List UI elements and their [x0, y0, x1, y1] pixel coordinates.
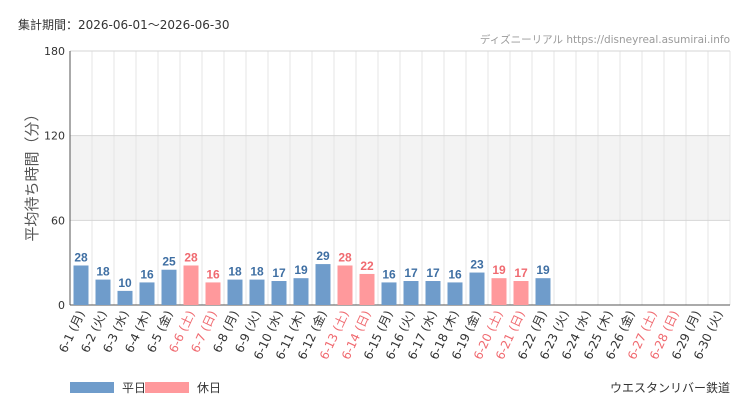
y-tick-label: 60: [51, 214, 65, 227]
legend-weekday: 平日: [70, 379, 146, 395]
bar: [359, 273, 375, 305]
bar: [139, 282, 155, 305]
legend-weekday-swatch: [70, 381, 114, 393]
bar: [271, 281, 287, 305]
bar: [73, 265, 89, 305]
bar: [205, 282, 221, 305]
legend-weekday-label: 平日: [122, 380, 147, 395]
bar-value-label: 25: [162, 255, 176, 269]
bar-value-label: 28: [338, 250, 352, 264]
site-credit: ディズニーリアル https://disneyreal.asumirai.inf…: [479, 34, 730, 46]
bar-value-label: 16: [382, 267, 396, 281]
bar: [381, 282, 397, 305]
bar-value-label: 22: [360, 259, 374, 273]
bar: [117, 290, 133, 305]
bar-value-label: 16: [206, 267, 220, 281]
bar-value-label: 17: [272, 266, 286, 280]
y-tick-label: 120: [44, 130, 65, 143]
legend-holiday-label: 休日: [197, 380, 222, 395]
bar-value-label: 29: [316, 249, 330, 263]
bar: [161, 269, 177, 305]
bar: [425, 281, 441, 305]
bar-value-label: 17: [404, 266, 418, 280]
bar-value-label: 18: [96, 265, 110, 279]
y-tick-label: 0: [58, 299, 65, 312]
bar-value-label: 19: [294, 263, 308, 277]
y-tick-label: 180: [44, 45, 65, 58]
wait-time-bar-chart: 28 18 10 16 25 28 16 18 18 17 19 29 28 22 16 17 17 16 23 19…: [23, 45, 731, 362]
y-axis-label: 平均待ち時間（分）: [23, 106, 41, 241]
period-label: 集計期間：2026-06-01～2026-06-30: [18, 18, 230, 32]
bar: [403, 281, 419, 305]
bar: [469, 272, 485, 305]
bar-value-label: 18: [250, 265, 264, 279]
bar-value-label: 18: [228, 265, 242, 279]
attraction-name: ウエスタンリバー鉄道: [609, 381, 730, 395]
bar-value-label: 16: [140, 267, 154, 281]
bar: [227, 279, 243, 305]
bar-value-label: 17: [514, 266, 528, 280]
bar-value-label: 17: [426, 266, 440, 280]
bar: [513, 281, 529, 305]
bar-value-label: 23: [470, 258, 484, 272]
bar-value-label: 10: [118, 276, 132, 290]
bar: [337, 265, 353, 305]
bar: [249, 279, 265, 305]
bar: [447, 282, 463, 305]
bar-value-label: 28: [184, 250, 198, 264]
legend-holiday-swatch: [145, 381, 189, 393]
bar: [183, 265, 199, 305]
bar-value-label: 19: [536, 263, 550, 277]
bar-value-label: 16: [448, 267, 462, 281]
bar: [293, 278, 309, 305]
bar: [535, 278, 551, 305]
bar: [95, 279, 111, 305]
bar-value-label: 19: [492, 263, 506, 277]
bar: [491, 278, 507, 305]
bar-value-label: 28: [74, 250, 88, 264]
bar: [315, 264, 331, 305]
legend-holiday: 休日: [145, 379, 221, 395]
